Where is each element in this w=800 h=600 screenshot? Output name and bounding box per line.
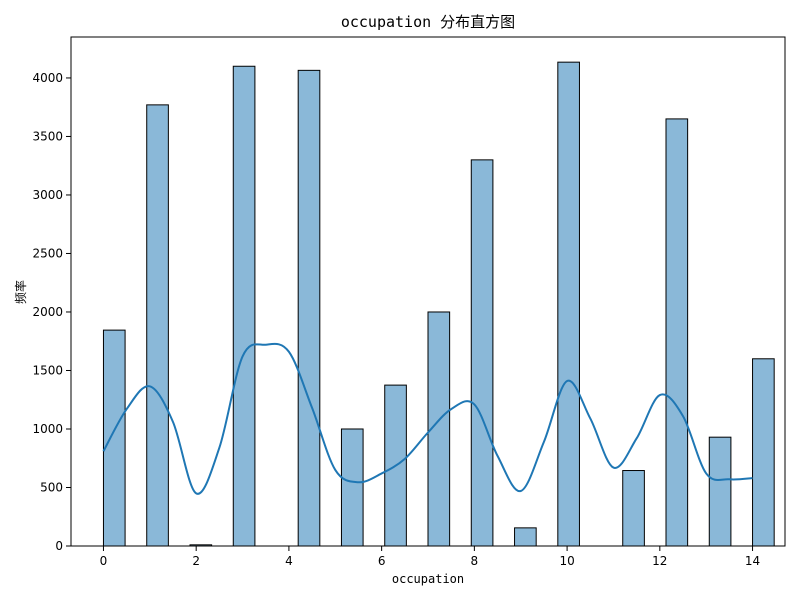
y-tick-label: 2500 [32,246,63,260]
kde-curve [102,342,753,495]
x-tick-label: 8 [471,554,479,568]
y-tick-label: 0 [55,539,63,553]
bar-0 [102,329,126,547]
y-tick-label: 3500 [32,129,63,143]
y-tick-label: 1500 [32,363,63,377]
x-tick-label: 4 [285,554,293,568]
y-axis-label: 频率 [13,280,28,304]
x-axis-ticks: 0 2 4 6 8 10 12 14 [100,546,760,568]
plot-area-frame [70,36,786,547]
x-tick-label: 10 [559,554,574,568]
y-tick-label: 1000 [32,422,63,436]
x-tick-label: 0 [100,554,108,568]
bar-10 [557,61,580,547]
chart-title: occupation 分布直方图 [341,13,515,31]
y-tick-label: 4000 [32,71,63,85]
bar-5 [340,428,364,547]
y-tick-label: 500 [40,480,63,494]
x-tick-label: 12 [652,554,667,568]
bar-14 [752,358,775,547]
bar-1 [146,104,169,547]
bar-11 [622,470,645,547]
x-tick-label: 2 [192,554,200,568]
bar-8 [470,159,494,547]
bar-4 [297,69,321,547]
x-tick-label: 6 [378,554,386,568]
bar-12 [665,118,689,547]
y-tick-label: 3000 [32,188,63,202]
bar-9 [514,527,537,547]
bar-3 [232,65,256,547]
y-axis-ticks: 0 500 1000 1500 2000 2500 3000 3500 4000 [32,71,71,553]
bar-13 [708,436,732,547]
y-tick-label: 2000 [32,305,63,319]
x-tick-label: 14 [745,554,760,568]
x-axis-label: occupation [392,572,464,586]
bars-group [102,61,775,547]
